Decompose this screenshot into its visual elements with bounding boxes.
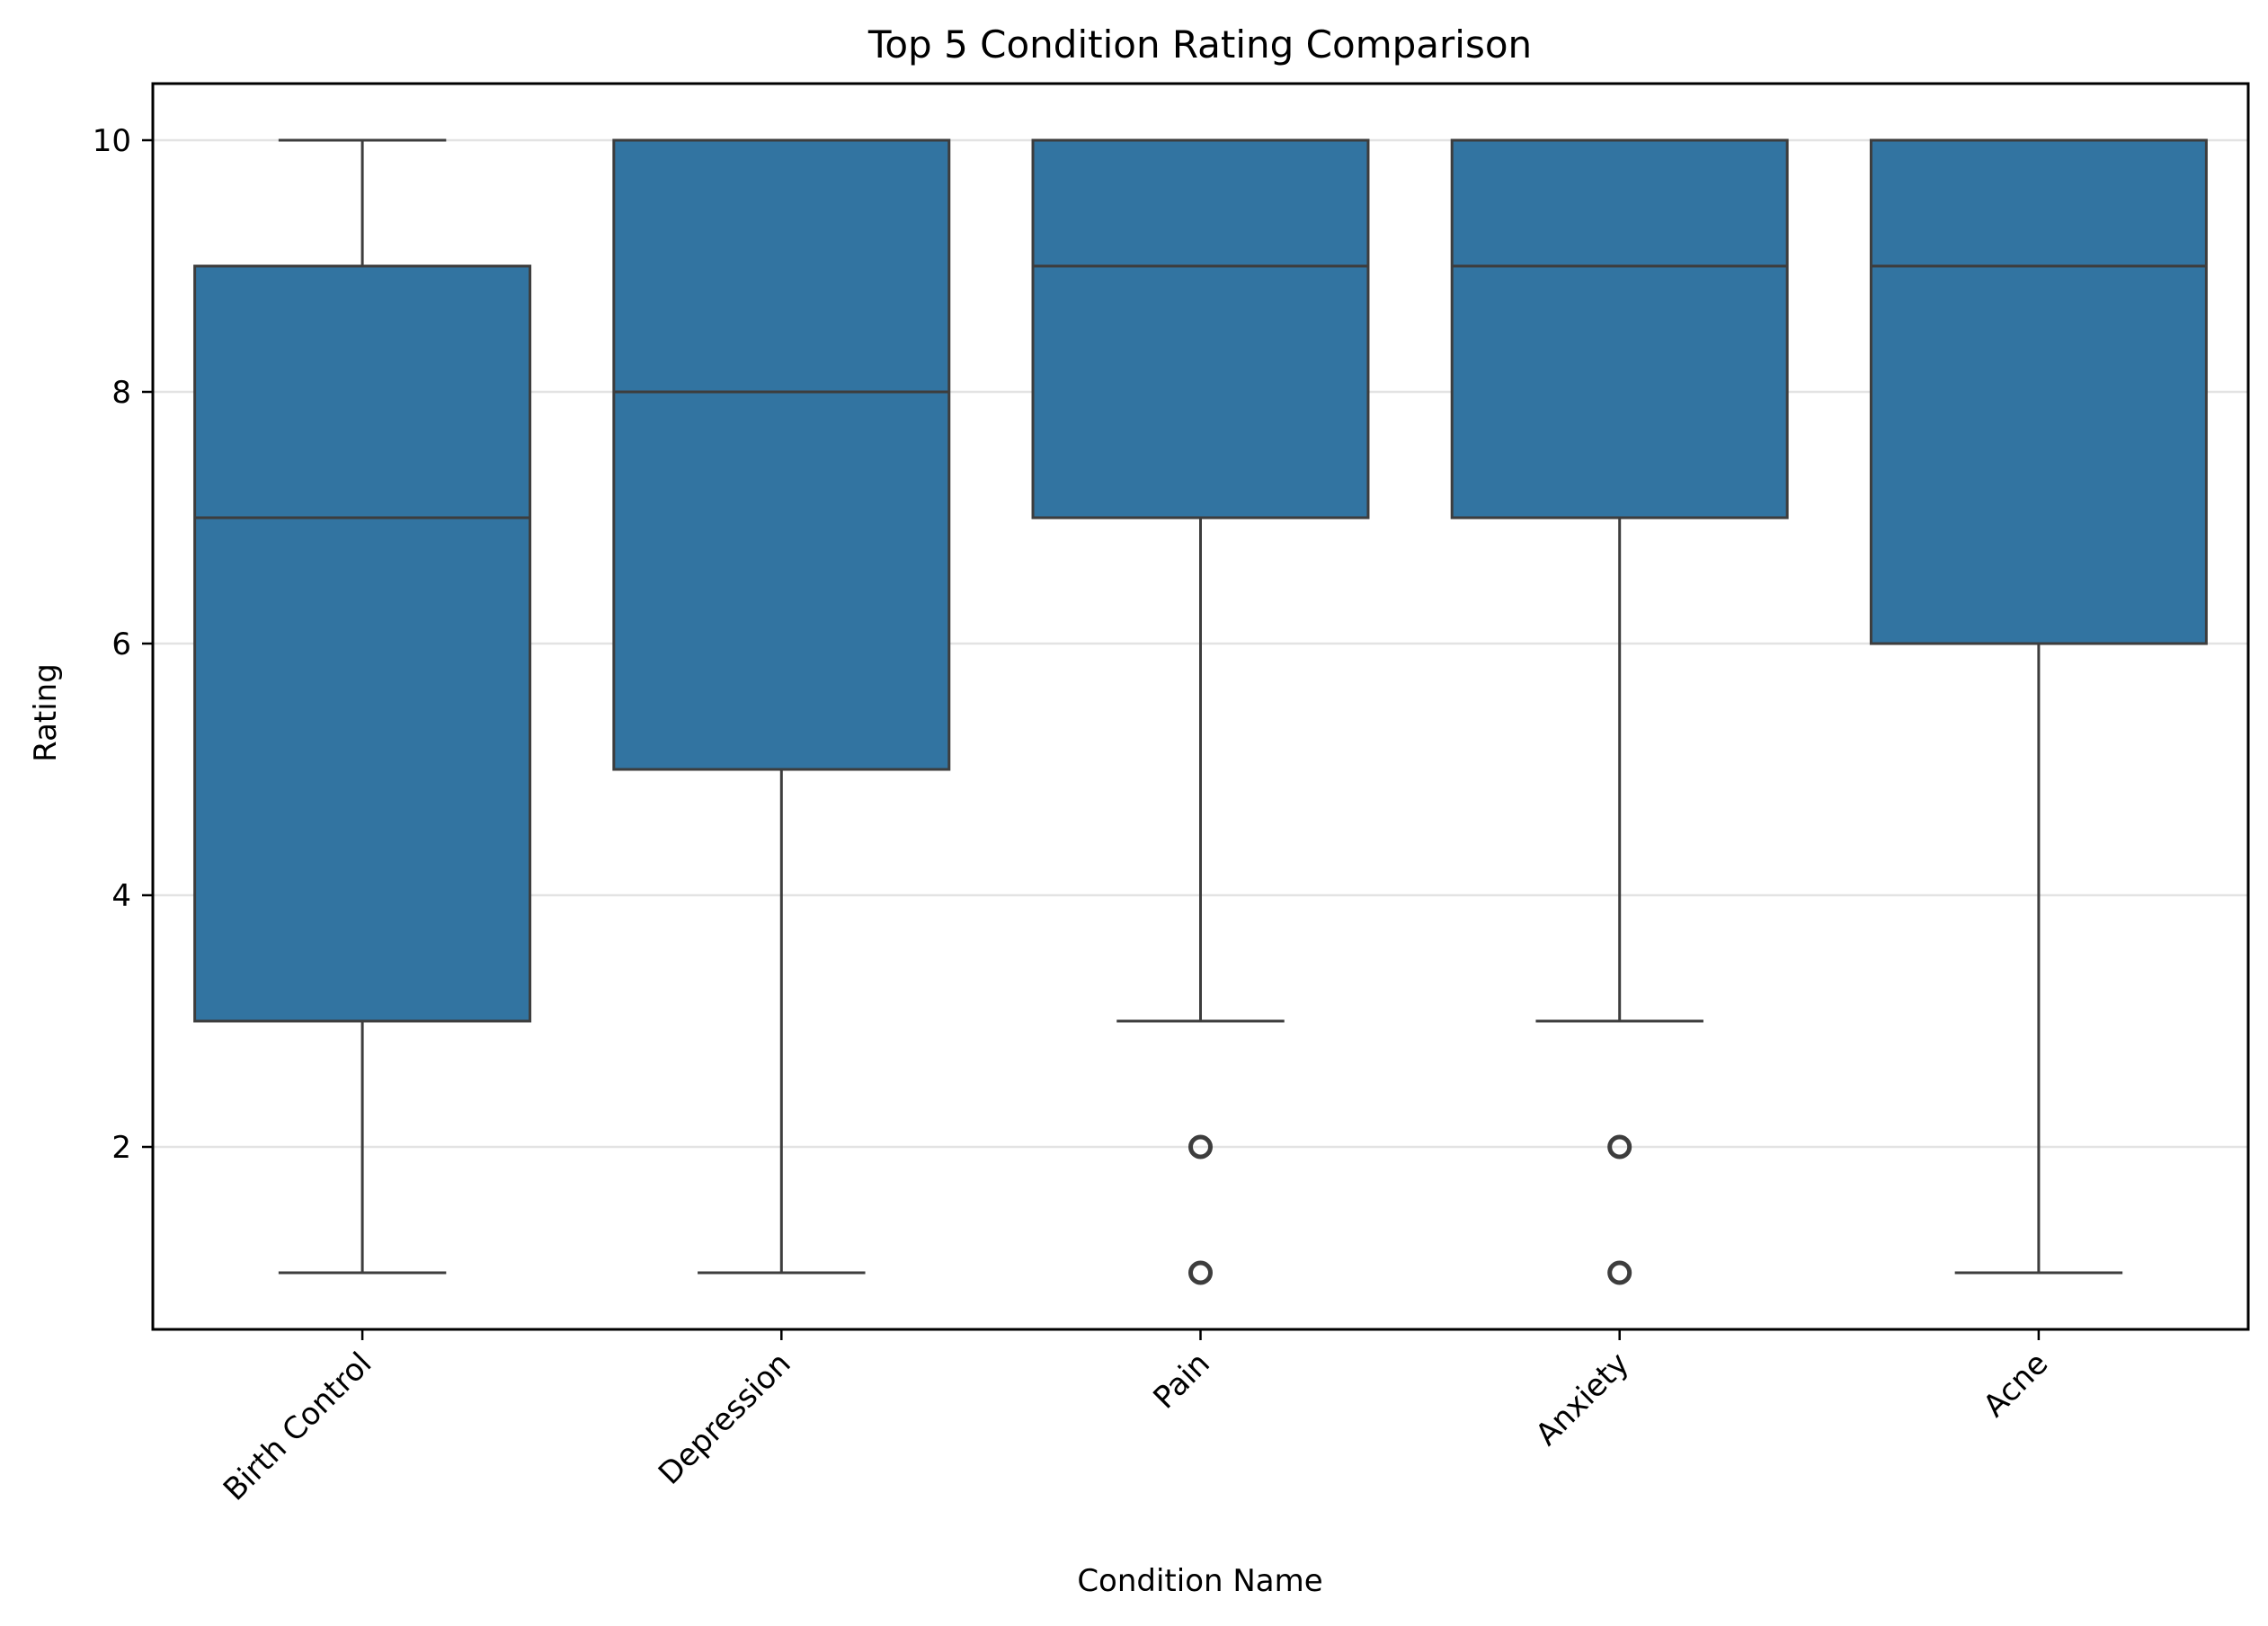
x-tick-label: Acne xyxy=(1977,1346,2056,1425)
x-axis: Birth Control Depression Pain Anxiety Acne xyxy=(217,1329,2055,1508)
box-acne xyxy=(1869,138,2208,1275)
box-body xyxy=(1031,138,1370,520)
x-axis-label: Condition Name xyxy=(1077,1563,1322,1599)
outlier-point xyxy=(1188,1260,1213,1285)
outlier-point xyxy=(1607,1260,1632,1285)
x-tick-label: Pain xyxy=(1147,1346,1217,1416)
y-axis: 2 4 6 8 10 xyxy=(93,123,153,1166)
x-tick-label: Anxiety xyxy=(1529,1346,1636,1453)
y-tick-label: 2 xyxy=(111,1130,131,1166)
box-pain xyxy=(1031,138,1370,1285)
box-depression xyxy=(612,138,951,1275)
y-tick-label: 4 xyxy=(111,878,131,914)
y-tick-label: 8 xyxy=(111,375,131,411)
box-body xyxy=(1869,138,2208,645)
box-body xyxy=(612,138,951,771)
plot-frame xyxy=(151,82,2250,1331)
y-axis-label: Rating xyxy=(28,663,64,762)
x-tick-label: Depression xyxy=(652,1346,798,1492)
box-body xyxy=(193,264,532,1023)
box-body xyxy=(1450,138,1789,520)
y-tick-label: 6 xyxy=(111,626,131,662)
box-anxiety xyxy=(1450,138,1789,1285)
x-tick-label: Birth Control xyxy=(217,1346,379,1508)
outlier-point xyxy=(1188,1134,1213,1160)
outlier-point xyxy=(1607,1134,1632,1160)
chart-title: Top 5 Condition Rating Comparison xyxy=(867,22,1532,67)
y-tick-label: 10 xyxy=(93,123,131,159)
box-birth-control xyxy=(193,138,532,1275)
box-group xyxy=(193,138,2208,1285)
